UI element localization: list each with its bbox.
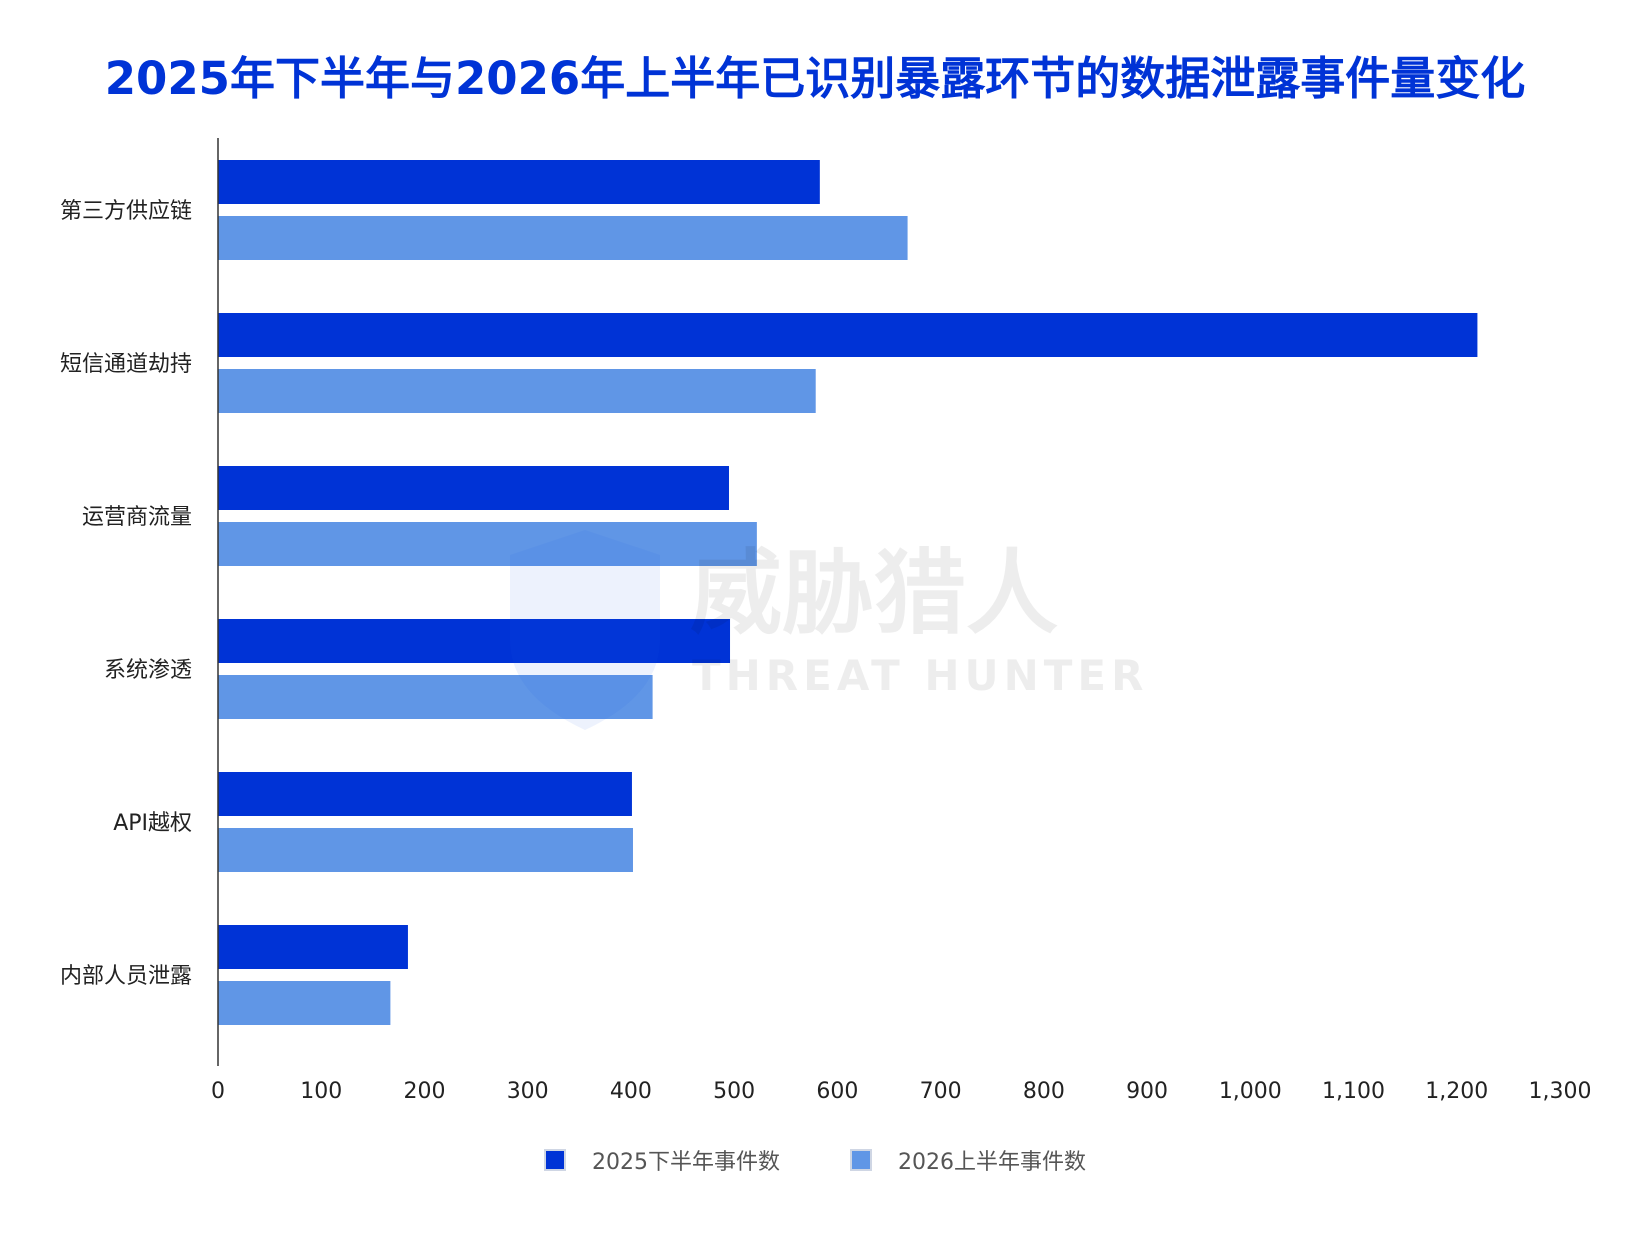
category-label: API越权 bbox=[113, 811, 192, 836]
x-tick-label: 100 bbox=[300, 1079, 342, 1104]
bar-2026h1-1 bbox=[218, 369, 816, 413]
x-tick-label: 600 bbox=[816, 1079, 858, 1104]
bar-2026h1-3 bbox=[218, 675, 653, 719]
legend-swatch-2025h2 bbox=[544, 1149, 566, 1171]
bar-2026h1-4 bbox=[218, 828, 633, 872]
legend-item-2025h2: 2025下半年事件数 bbox=[544, 1144, 780, 1176]
x-tick-label: 900 bbox=[1126, 1079, 1168, 1104]
bar-2026h1-0 bbox=[218, 216, 908, 260]
legend-item-2026h1: 2026上半年事件数 bbox=[850, 1144, 1086, 1176]
x-axis-ticks: 0 100 200 300 400 500 600 700 800 900 1,000 1,100 1,… bbox=[211, 1079, 1591, 1104]
x-tick-label: 400 bbox=[610, 1079, 652, 1104]
legend: 2025下半年事件数 2026上半年事件数 bbox=[0, 1144, 1630, 1176]
x-tick-label: 1,200 bbox=[1425, 1079, 1488, 1104]
bar-2025h2-0 bbox=[218, 160, 820, 204]
category-label: 内部人员泄露 bbox=[60, 964, 192, 989]
bar-2025h2-1 bbox=[218, 313, 1478, 357]
legend-label-2026h1: 2026上半年事件数 bbox=[898, 1150, 1086, 1175]
x-tick-label: 300 bbox=[507, 1079, 549, 1104]
category-label: 短信通道劫持 bbox=[60, 352, 192, 377]
category-label: 运营商流量 bbox=[82, 505, 192, 530]
bar-2026h1-5 bbox=[218, 981, 391, 1025]
x-tick-label: 0 bbox=[211, 1079, 225, 1104]
legend-label-2025h2: 2025下半年事件数 bbox=[592, 1150, 780, 1175]
bars-layer bbox=[218, 160, 1478, 1025]
bar-2025h2-3 bbox=[218, 619, 731, 663]
category-label: 系统渗透 bbox=[104, 658, 192, 683]
chart-title: 2025年下半年与2026年上半年已识别暴露环节的数据泄露事件量变化 bbox=[104, 52, 1526, 105]
bar-2025h2-2 bbox=[218, 466, 729, 510]
legend-swatch-2026h1 bbox=[850, 1149, 872, 1171]
x-tick-label: 800 bbox=[1023, 1079, 1065, 1104]
x-tick-label: 500 bbox=[713, 1079, 755, 1104]
category-label: 第三方供应链 bbox=[60, 199, 192, 224]
x-tick-label: 1,300 bbox=[1529, 1079, 1592, 1104]
x-tick-label: 700 bbox=[920, 1079, 962, 1104]
bar-2025h2-5 bbox=[218, 925, 408, 969]
bar-2025h2-4 bbox=[218, 772, 632, 816]
x-tick-label: 1,100 bbox=[1322, 1079, 1385, 1104]
bar-2026h1-2 bbox=[218, 522, 757, 566]
x-tick-label: 200 bbox=[403, 1079, 445, 1104]
x-tick-label: 1,000 bbox=[1219, 1079, 1282, 1104]
